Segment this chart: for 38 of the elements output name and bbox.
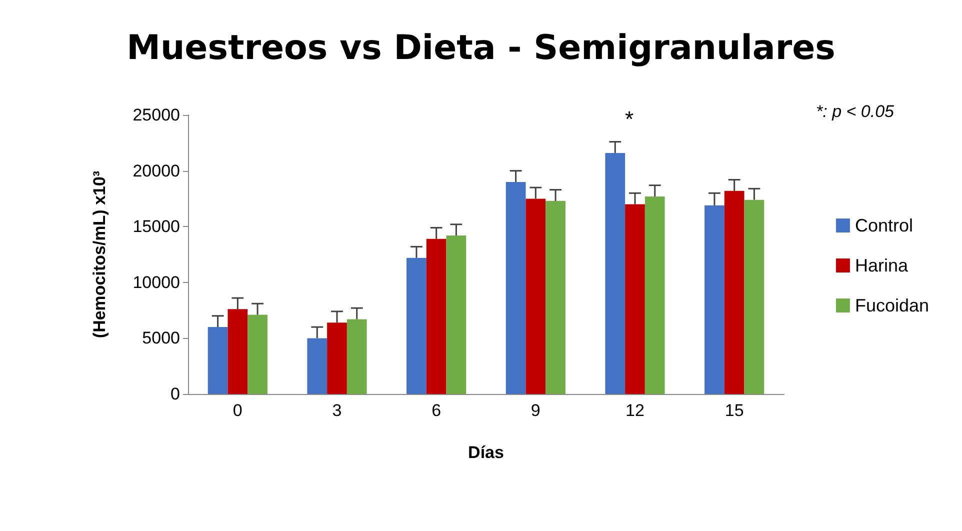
bar: [605, 152, 626, 394]
y-tick-label: 20000: [132, 161, 180, 180]
legend-label: Control: [854, 216, 913, 236]
y-axis-title: (Hemocitos/mL) x10³: [90, 170, 109, 338]
y-tick-label: 25000: [132, 106, 180, 124]
legend-label: Harina: [854, 256, 909, 276]
bar: [625, 204, 645, 394]
x-tick-label: 12: [626, 401, 644, 420]
x-tick-label: 6: [432, 401, 442, 420]
legend-label: Fucoidan: [854, 296, 930, 316]
x-tick-label: 3: [332, 401, 342, 420]
x-tick-label: 15: [724, 401, 744, 420]
text: *: p < 0.05: [816, 102, 895, 121]
bar: [506, 182, 526, 394]
bar: [704, 205, 724, 394]
bar: [228, 309, 248, 394]
bar: [406, 258, 426, 394]
y-tick-label: 15000: [132, 217, 180, 236]
bar: [744, 200, 764, 394]
x-tick-label: 0: [232, 401, 242, 420]
y-tick-label: 0: [170, 384, 180, 404]
y-tick-label: 5000: [142, 328, 180, 348]
bar: [644, 196, 665, 394]
bar: [346, 319, 367, 394]
bar: [526, 198, 546, 394]
bar: [426, 238, 446, 394]
bar: [446, 236, 466, 394]
bar: [724, 190, 744, 394]
annotation: *: [625, 106, 634, 132]
bar: [208, 327, 228, 394]
bar: [248, 314, 268, 394]
x-tick-label: 9: [530, 401, 540, 420]
x-axis-title: Días: [468, 443, 504, 462]
chart-title: Muestreos vs Dieta - Semigranulares: [126, 28, 836, 68]
bar: [327, 322, 347, 394]
bar: [546, 200, 566, 394]
bar: [307, 338, 328, 394]
y-tick-label: 10000: [132, 272, 180, 292]
